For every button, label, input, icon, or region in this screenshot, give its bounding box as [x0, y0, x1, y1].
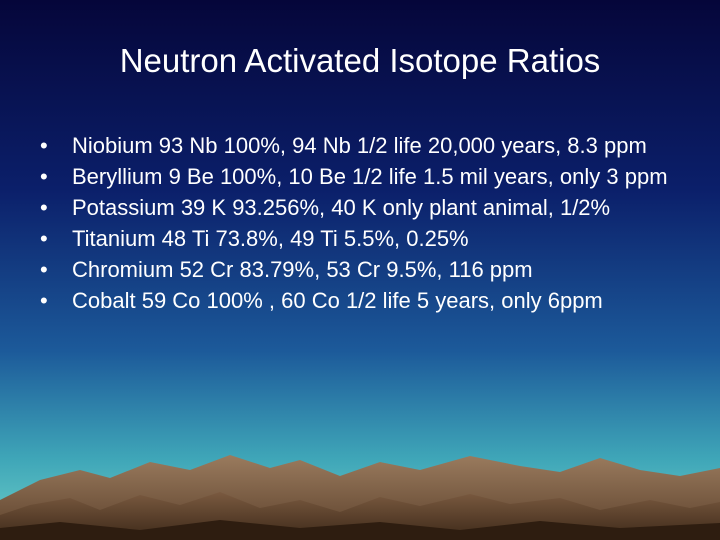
bullet: Potassium 39 K 93.256%, 40 K only plant …: [40, 192, 680, 223]
bullet: Niobium 93 Nb 100%, 94 Nb 1/2 life 20,00…: [40, 130, 680, 161]
bullet: Titanium 48 Ti 73.8%, 49 Ti 5.5%, 0.25%: [40, 223, 680, 254]
title: Neutron Activated Isotope Ratios: [119, 42, 601, 79]
bullet-list: Niobium 93 Nb 100%, 94 Nb 1/2 life 20,00…: [40, 130, 680, 316]
bullet: Cobalt 59 Co 100% , 60 Co 1/2 life 5 yea…: [40, 285, 680, 316]
bullet: Chromium 52 Cr 83.79%, 53 Cr 9.5%, 116 p…: [40, 254, 680, 285]
bullet: Beryllium 9 Be 100%, 10 Be 1/2 life 1.5 …: [40, 161, 680, 192]
